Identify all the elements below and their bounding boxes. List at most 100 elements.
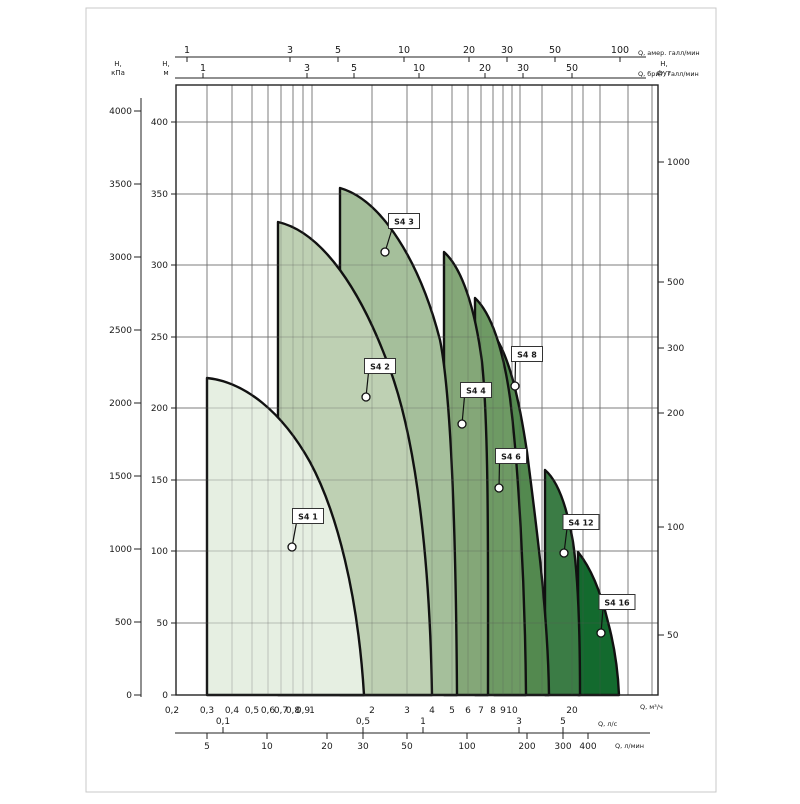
tick-label-lmin: 100 [458,742,475,752]
model-label-box-s4-4 [460,382,492,398]
model-label-s4-1: S4 1 [298,513,318,522]
tick-label-m3h: 0,3 [200,706,214,716]
region-s4-1 [205,376,366,697]
model-label-s4-4: S4 4 [466,387,486,396]
axis-title-ft: фут [657,69,671,77]
tick-label-m3h: 10 [506,706,518,716]
model-label-box-s4-12 [562,514,600,530]
tick-label-kpa: 2000 [109,399,132,409]
tick-label-ft: 300 [667,344,684,354]
tick-label-lmin: 30 [357,742,369,752]
tick-label-kpa: 500 [115,618,132,628]
tick-label-m: 100 [151,547,168,557]
tick-label-m: 300 [151,261,168,271]
axis-title-m: H, [162,60,170,68]
tick-label-m3h: 0,6 [261,706,276,716]
tick-label-lmin: 400 [579,742,596,752]
tick-label-lmin: 50 [401,742,413,752]
tick-label-m: 0 [162,691,168,701]
model-label-s4-12: S4 12 [568,519,593,528]
tick-label-kpa: 3500 [109,180,132,190]
model-label-box-s4-2 [364,358,396,374]
model-dot-s4-2 [361,392,371,402]
model-dot-s4-6 [494,483,504,493]
tick-label-m3h: 7 [478,706,484,716]
model-label-box-s4-6 [495,448,527,464]
tick-label-m3h: 9 [500,706,506,716]
tick-label-imp-gal: 20 [479,63,491,74]
tick-label-m3h: 0,4 [225,706,240,716]
tick-label-us-gal: 100 [611,45,629,56]
tick-label-m3h: 3 [404,706,410,716]
tick-label-ls: 0,5 [356,717,370,727]
tick-label-m3h: 0,8 [286,706,301,716]
tick-label-us-gal: 1 [184,45,190,56]
tick-label-lmin: 10 [261,742,273,752]
tick-label-us-gal: 30 [501,45,513,56]
tick-label-ls: 0,1 [216,717,230,727]
tick-label-kpa: 1500 [109,472,132,482]
tick-label-kpa: 0 [126,691,132,701]
tick-label-lmin: 300 [554,742,571,752]
tick-label-imp-gal: 1 [200,63,206,74]
axis-unit-m3h: Q, м³/ч [640,703,663,711]
tick-label-lmin: 20 [321,742,333,752]
tick-label-m3h: 6 [465,706,471,716]
tick-label-imp-gal: 30 [517,63,529,74]
model-label-s4-16: S4 16 [604,599,630,608]
axis-unit-ls: Q, л/с [598,720,618,728]
tick-label-m3h: 2 [369,706,375,716]
model-label-s4-6: S4 6 [501,453,521,462]
model-dot-s4-12 [559,548,569,558]
axis-unit-lmin: Q, л/мин [615,742,644,750]
axis-title-kpa: H, [114,60,122,68]
tick-label-m3h: 0,2 [165,706,179,716]
tick-label-us-gal: 50 [549,45,561,56]
model-dot-s4-1 [287,542,297,552]
tick-label-imp-gal: 50 [566,63,578,74]
tick-label-ft: 1000 [667,158,690,168]
tick-label-us-gal: 3 [287,45,293,56]
tick-label-m3h: 0,7 [274,706,288,716]
tick-label-m: 150 [151,476,168,486]
tick-label-imp-gal: 10 [413,63,425,74]
model-label-box-s4-3 [388,213,420,229]
tick-label-us-gal: 10 [398,45,410,56]
model-dot-s4-8 [510,381,520,391]
model-label-s4-2: S4 2 [370,363,390,372]
region-s4-16 [576,550,621,697]
tick-label-ft: 50 [667,631,679,641]
tick-label-m: 400 [151,118,168,128]
tick-label-ls: 1 [420,717,426,727]
tick-label-m3h: 20 [566,706,578,716]
page-border [85,7,717,793]
tick-label-m3h: 1 [309,706,315,716]
model-label-s4-8: S4 8 [517,351,537,360]
tick-label-ls: 3 [516,717,522,727]
model-label-box-s4-8 [511,346,543,362]
tick-label-m: 50 [157,619,169,629]
tick-label-m3h: 5 [449,706,455,716]
region-s4-12 [543,468,582,697]
axis-title-kpa: кПа [111,69,125,77]
model-dot-s4-3 [380,247,390,257]
model-label-box-s4-16 [598,594,636,610]
axis-unit-us-gal: Q, амер. галл/мин [638,49,700,57]
tick-label-ft: 100 [667,523,684,533]
tick-label-us-gal: 20 [463,45,475,56]
tick-label-imp-gal: 3 [304,63,310,74]
tick-label-m3h: 0,5 [245,706,259,716]
tick-label-kpa: 1000 [109,545,132,555]
tick-label-m3h: 8 [490,706,496,716]
model-label-box-s4-1 [292,508,324,524]
tick-label-m: 350 [151,190,168,200]
tick-label-ft: 500 [667,278,684,288]
tick-label-kpa: 3000 [109,253,132,263]
tick-label-kpa: 2500 [109,326,132,336]
tick-label-ls: 5 [560,717,566,727]
model-dot-s4-4 [457,419,467,429]
tick-label-us-gal: 5 [335,45,341,56]
tick-label-m3h: 0,9 [296,706,311,716]
